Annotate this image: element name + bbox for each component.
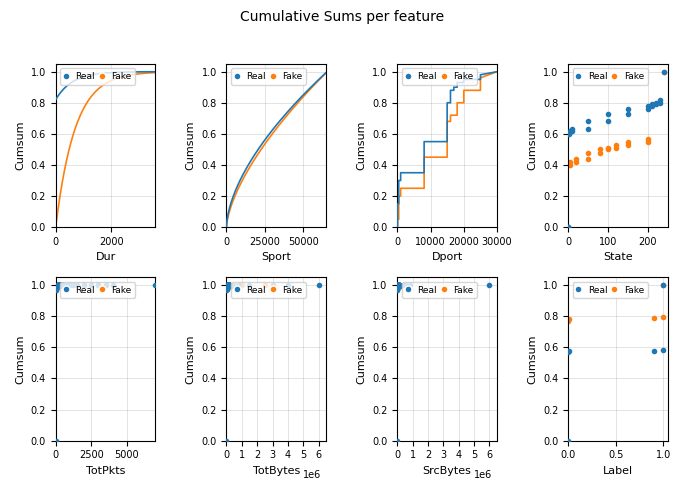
Y-axis label: Cumsum: Cumsum	[357, 334, 366, 384]
X-axis label: Sport: Sport	[262, 252, 291, 262]
Text: Cumulative Sums per feature: Cumulative Sums per feature	[240, 10, 445, 24]
X-axis label: SrcBytes: SrcBytes	[423, 466, 471, 476]
X-axis label: Label: Label	[603, 466, 633, 476]
Text: 1e6: 1e6	[303, 470, 321, 480]
Y-axis label: Cumsum: Cumsum	[186, 121, 196, 170]
Legend: Real, Fake: Real, Fake	[573, 282, 647, 298]
Y-axis label: Cumsum: Cumsum	[15, 121, 25, 170]
X-axis label: Dur: Dur	[95, 252, 116, 262]
Legend: Real, Fake: Real, Fake	[231, 69, 306, 84]
Legend: Real, Fake: Real, Fake	[60, 282, 135, 298]
Y-axis label: Cumsum: Cumsum	[186, 334, 196, 384]
Y-axis label: Cumsum: Cumsum	[527, 121, 538, 170]
Text: 1e6: 1e6	[474, 470, 492, 480]
Y-axis label: Cumsum: Cumsum	[527, 334, 538, 384]
Legend: Real, Fake: Real, Fake	[573, 69, 647, 84]
X-axis label: State: State	[603, 252, 633, 262]
Legend: Real, Fake: Real, Fake	[231, 282, 306, 298]
Y-axis label: Cumsum: Cumsum	[15, 334, 25, 384]
X-axis label: Dport: Dport	[432, 252, 463, 262]
Legend: Real, Fake: Real, Fake	[402, 69, 477, 84]
Y-axis label: Cumsum: Cumsum	[357, 121, 366, 170]
X-axis label: TotBytes: TotBytes	[253, 466, 300, 476]
Legend: Real, Fake: Real, Fake	[402, 282, 477, 298]
Legend: Real, Fake: Real, Fake	[60, 69, 135, 84]
X-axis label: TotPkts: TotPkts	[86, 466, 125, 476]
